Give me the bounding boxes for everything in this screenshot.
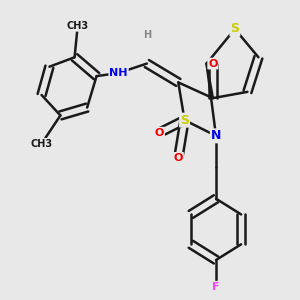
Text: CH3: CH3 [67, 21, 89, 31]
Text: O: O [208, 58, 218, 69]
Text: CH3: CH3 [31, 139, 52, 149]
Text: H: H [143, 30, 151, 40]
Text: H: H [143, 30, 151, 40]
Text: S: S [180, 114, 189, 127]
Text: O: O [155, 128, 164, 138]
Text: O: O [174, 153, 183, 163]
Text: S: S [230, 22, 239, 35]
Text: F: F [212, 282, 220, 292]
Text: N: N [211, 129, 221, 142]
Text: NH: NH [109, 68, 128, 78]
